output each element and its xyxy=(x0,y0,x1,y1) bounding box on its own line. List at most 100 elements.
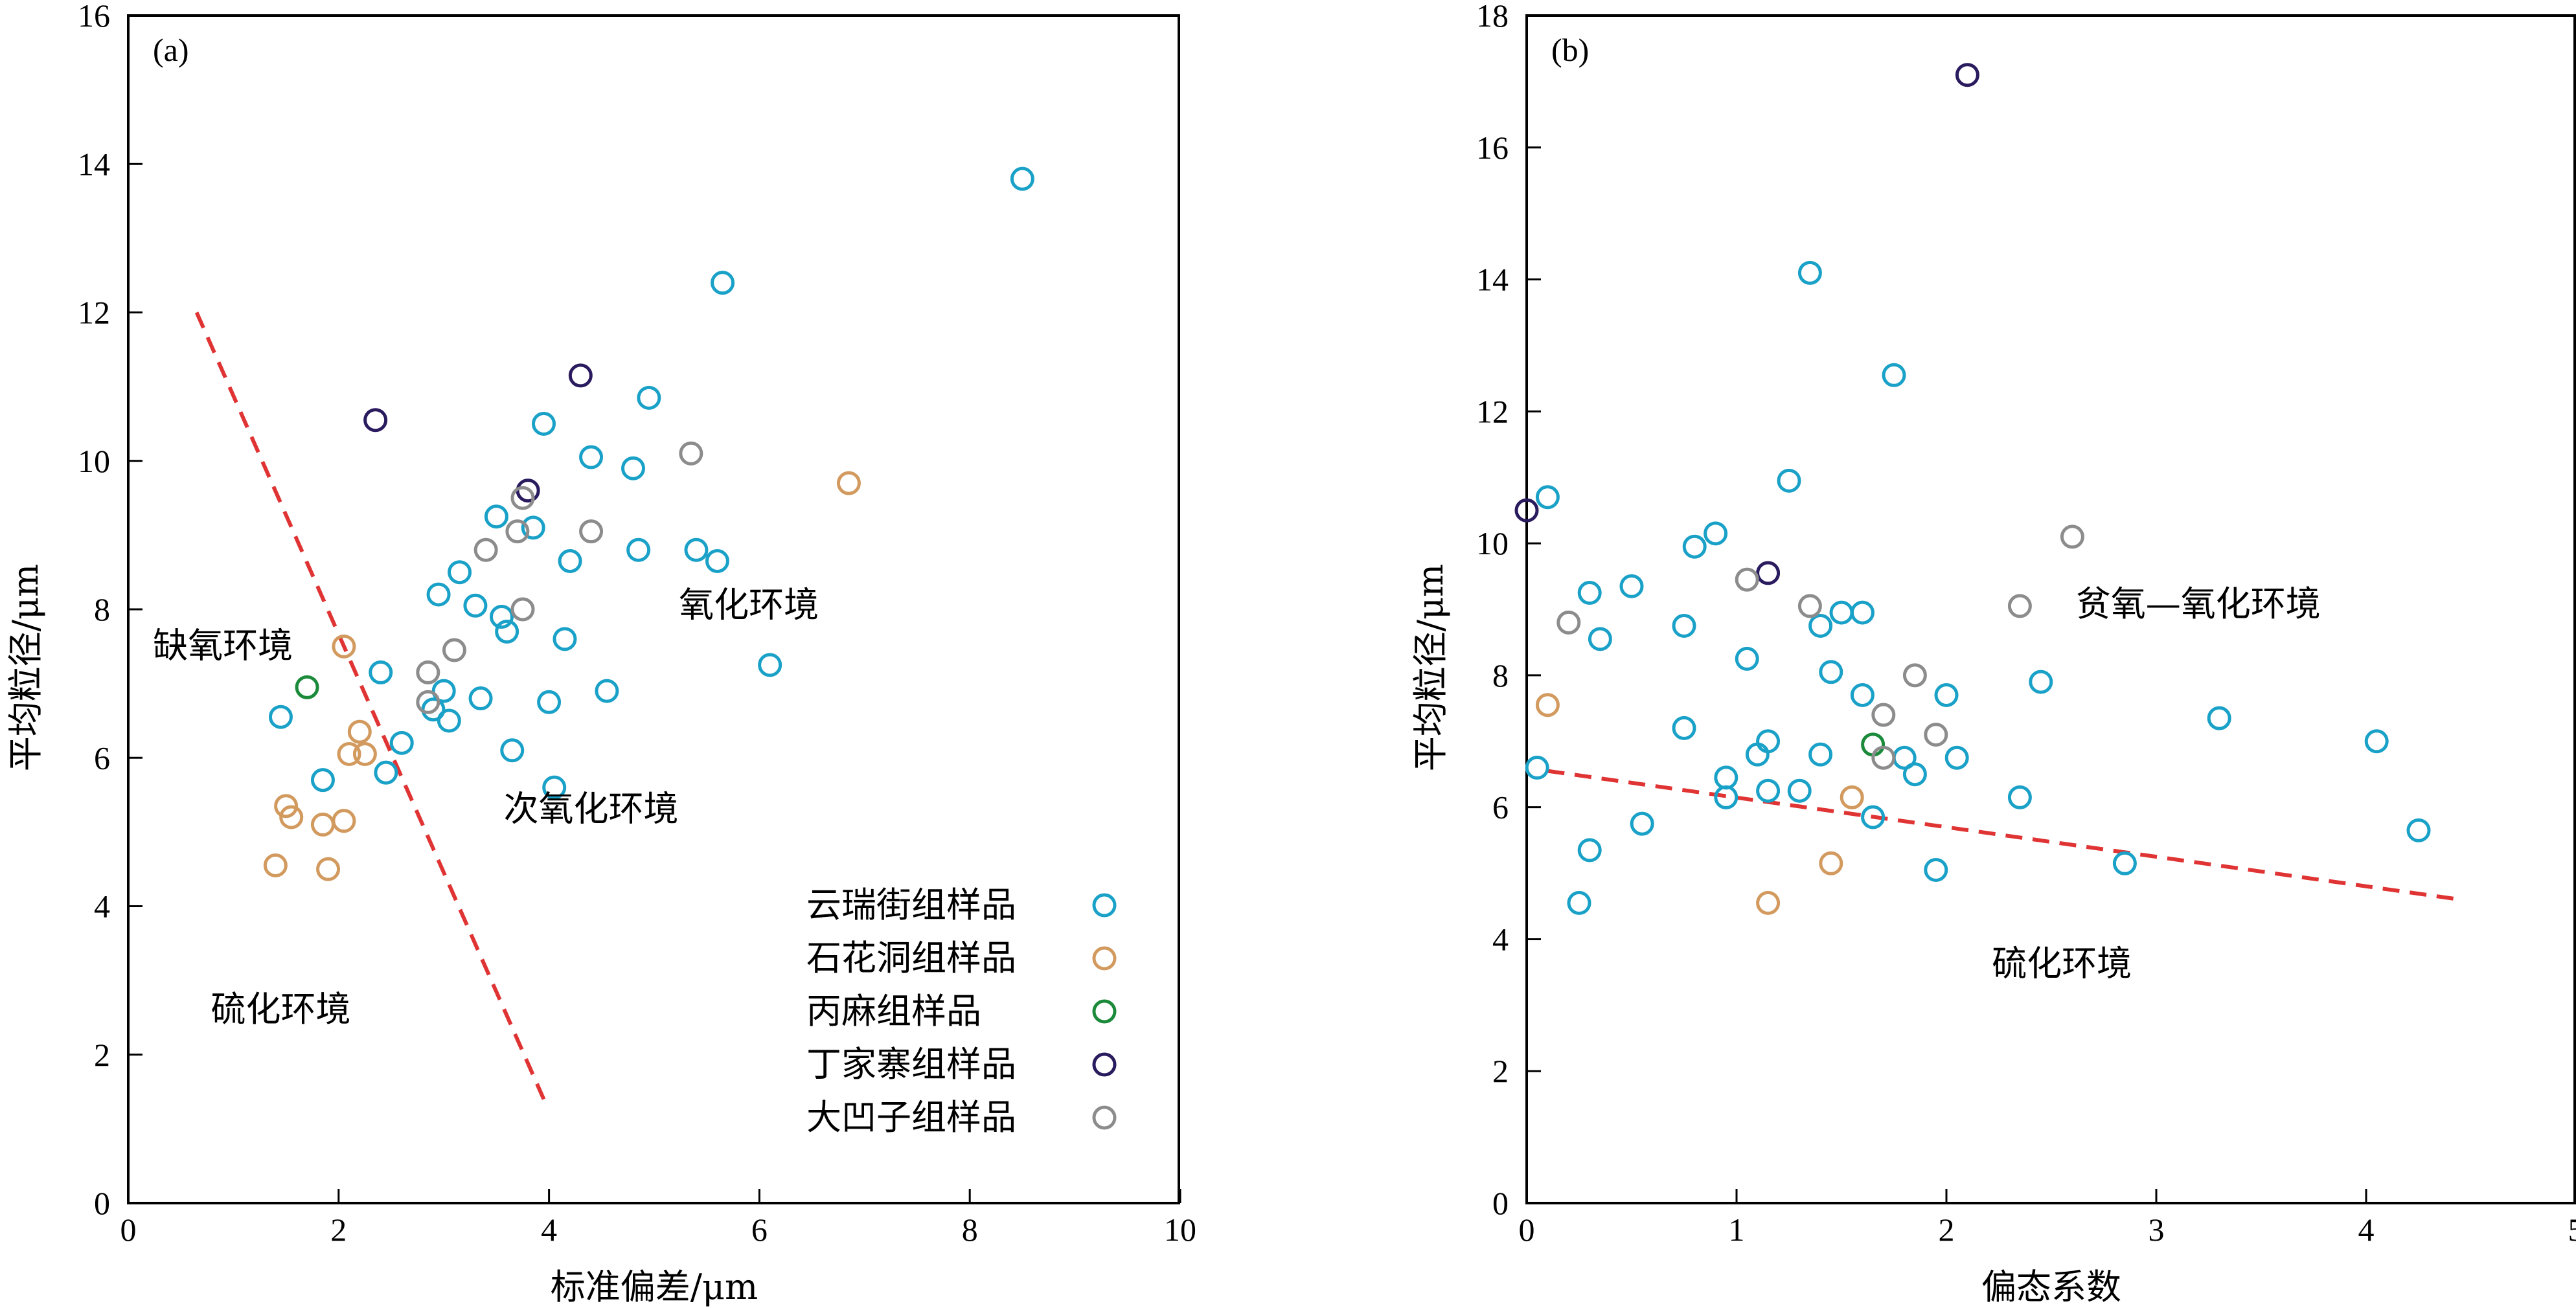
panel-a-point-daaozi xyxy=(473,537,498,562)
panel-a-point-yunruijie xyxy=(626,537,651,562)
panel-b-point-daaozi xyxy=(2060,524,2084,549)
panel-b-point-yunruijie xyxy=(1745,742,1770,767)
panel-a-point-dingjiazhai xyxy=(363,408,388,433)
panel-a-x-tick-label: 4 xyxy=(541,1212,557,1248)
panel-b-y-tick-label: 0 xyxy=(1492,1185,1509,1221)
panel-b-point-yunruijie xyxy=(1672,613,1696,638)
panel-a-point-shihuadong xyxy=(274,794,299,818)
panel-a-point-shihuadong xyxy=(316,857,341,881)
panel-b-y-tick-label: 6 xyxy=(1492,789,1509,826)
panel-a-point-yunruijie xyxy=(500,738,525,763)
panel-b-point-yunruijie xyxy=(2007,785,2032,809)
panel-a-point-shihuadong xyxy=(347,719,372,744)
panel-b-x-tick-label: 2 xyxy=(1939,1212,1955,1248)
panel-a-boundary-line xyxy=(194,311,546,1100)
panel-b-point-yunruijie xyxy=(1535,485,1560,510)
panel-b-point-daaozi xyxy=(1924,723,1948,747)
panel-a-x-axis-title: 标准偏差/μm xyxy=(551,1267,758,1307)
panel-a-point-daaozi xyxy=(505,519,530,544)
panel-a-point-bingma xyxy=(295,675,319,699)
panel-a-point-yunruijie xyxy=(374,760,398,785)
panel-b-point-yunruijie xyxy=(1577,838,1602,863)
panel-b-point-yunruijie xyxy=(1882,363,1906,387)
panel-a-point-yunruijie xyxy=(468,686,493,711)
panel-b-point-yunruijie xyxy=(1808,613,1833,638)
panel-b-point-daaozi xyxy=(1871,745,1896,770)
panel-a-point-yunruijie xyxy=(531,411,556,436)
panel-b-point-daaozi xyxy=(1871,703,1896,727)
panel-a-y-axis-title: 平均粒径/μm xyxy=(5,564,46,772)
panel-a-point-yunruijie xyxy=(542,775,567,800)
panel-b-y-tick-label: 10 xyxy=(1476,525,1509,561)
panel-b-points xyxy=(1514,63,2431,915)
panel-a-point-shihuadong xyxy=(337,742,361,767)
panel-b-point-yunruijie xyxy=(1714,785,1738,809)
panel-a-y-tick-label: 4 xyxy=(94,888,110,925)
legend-label-bingma: 丙麻组样品 xyxy=(806,991,981,1032)
panel-b-x-axis-title: 偏态系数 xyxy=(1981,1267,2121,1307)
panel-b-point-bingma xyxy=(1861,732,1886,757)
panel-a-point-yunruijie xyxy=(437,708,461,733)
panel-a-point-yunruijie xyxy=(1010,166,1034,191)
panel-a-point-daaozi xyxy=(510,597,535,622)
panel-b-point-yunruijie xyxy=(1850,682,1875,707)
panel-a-point-daaozi xyxy=(442,638,466,662)
panel-a-point-shihuadong xyxy=(332,634,356,659)
panel-b-y-tick-label: 4 xyxy=(1492,921,1509,957)
panel-b-point-yunruijie xyxy=(1682,534,1707,559)
panel-b-y-tick-label: 8 xyxy=(1492,657,1509,693)
panel-a-y-tick-label: 16 xyxy=(78,0,110,34)
panel-b-point-yunruijie xyxy=(1704,521,1728,546)
panel-a-region-label: 次氧化环境 xyxy=(504,789,679,829)
panel-b-point-yunruijie xyxy=(2207,706,2231,730)
panel-a-point-daaozi xyxy=(416,660,440,684)
panel-b-point-shihuadong xyxy=(1819,851,1843,875)
panel-b-point-yunruijie xyxy=(1829,600,1854,625)
panel-b-point-yunruijie xyxy=(1819,660,1843,684)
panel-a-point-yunruijie xyxy=(711,271,735,295)
panel-a-point-daaozi xyxy=(679,441,703,466)
panel-b-point-yunruijie xyxy=(1756,778,1781,803)
legend-label-yunruijie: 云瑞街组样品 xyxy=(806,885,1016,925)
panel-b-point-yunruijie xyxy=(1787,778,1812,803)
panel-b-region-label: 贫氧—氧化环境 xyxy=(2076,583,2321,624)
panel-a-point-daaozi xyxy=(510,486,535,510)
panel-a-point-yunruijie xyxy=(579,445,604,469)
panel-b-point-daaozi xyxy=(1902,663,1927,688)
legend: 云瑞街组样品 石花洞组样品 丙麻组样品 丁家寨组样品 大凹子组样品 xyxy=(806,885,1117,1138)
panel-a-point-yunruijie xyxy=(521,515,545,540)
panel-b-region-label: 硫化环境 xyxy=(1992,943,2132,984)
panel-b-x-tick-label: 4 xyxy=(2358,1212,2375,1248)
panel-b-plot-frame xyxy=(1525,14,2576,1204)
panel-b-point-shihuadong xyxy=(1535,693,1560,717)
panel-a-x-tick-label: 6 xyxy=(751,1212,768,1248)
panel-a-point-yunruijie xyxy=(389,730,414,755)
legend-marker-bingma xyxy=(1092,999,1117,1024)
panel-b-point-yunruijie xyxy=(2112,851,2137,875)
panel-a-point-yunruijie xyxy=(684,537,709,562)
panel-a-point-yunruijie xyxy=(558,548,582,573)
panel-a-point-yunruijie xyxy=(495,619,519,644)
panel-a-point-yunruijie xyxy=(553,627,577,651)
panel-a-point-yunruijie xyxy=(490,604,514,629)
panel-b-point-shihuadong xyxy=(1840,785,1864,809)
panel-b-point-daaozi xyxy=(1556,610,1581,635)
panel-b-boundary-dashed-line xyxy=(1547,769,2461,902)
panel-b-point-yunruijie xyxy=(1588,627,1612,651)
panel-a-point-yunruijie xyxy=(369,660,393,684)
panel-a-point-yunruijie xyxy=(268,705,293,729)
panel-a-region-label: 硫化环境 xyxy=(211,989,350,1030)
panel-b-y-tick-label: 18 xyxy=(1476,0,1509,34)
panel-b-y-tick-label: 2 xyxy=(1492,1053,1509,1089)
panel-b-point-yunruijie xyxy=(1672,716,1696,740)
panel-b-point-yunruijie xyxy=(1944,745,1969,770)
panel-a-x-tick-label: 0 xyxy=(120,1212,137,1248)
panel-b-y-tick-label: 16 xyxy=(1476,130,1509,166)
legend-label-daaozi: 大凹子组样品 xyxy=(806,1097,1016,1138)
panel-a-point-shihuadong xyxy=(836,471,861,495)
panel-b-point-shihuadong xyxy=(1756,890,1781,915)
